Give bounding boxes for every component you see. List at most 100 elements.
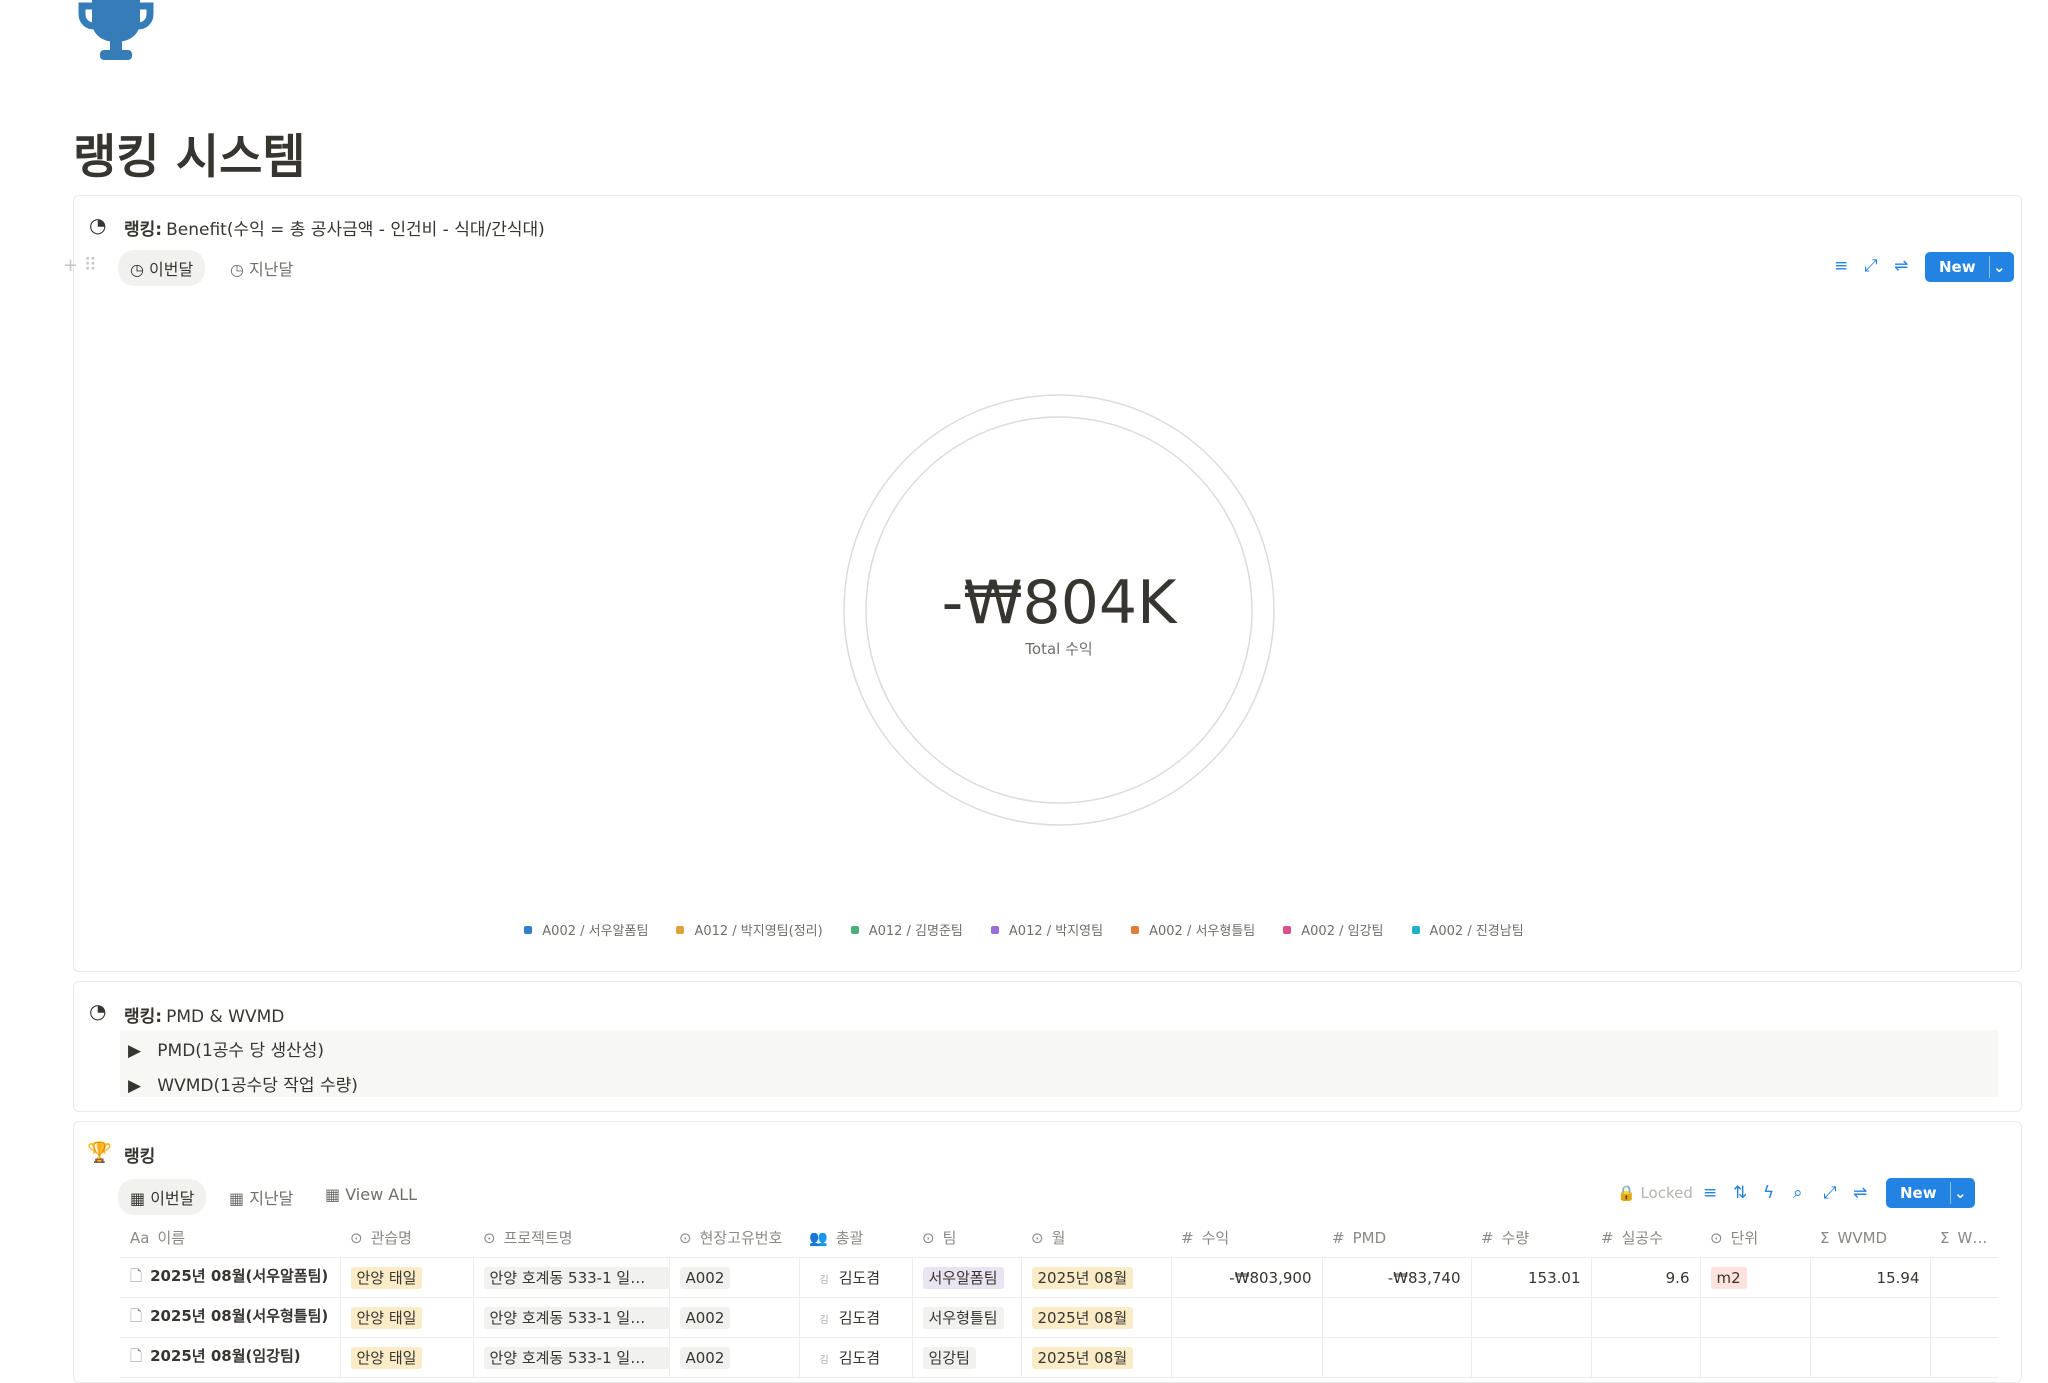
team-tag: 서우형틀팀 (922, 1307, 1004, 1329)
column-header: Σ WVMD (1810, 1218, 1930, 1258)
tab[interactable]: ▦ View ALL (325, 1185, 418, 1204)
toggle[interactable]: ▶ WVMD(1공수당 작업 수량) (128, 1076, 358, 1096)
chart-icon: ◔ (89, 999, 107, 1023)
column-label: 관습명 (370, 1229, 412, 1247)
table-cell: A002 (669, 1297, 800, 1338)
column-icon: # (1481, 1229, 1494, 1247)
table-cell (1322, 1337, 1472, 1378)
legend-swatch (990, 926, 999, 934)
trophy-small: 🏆 (87, 1140, 112, 1164)
column-label: 월 (1051, 1229, 1066, 1247)
pmd-header: 랭킹: PMD & WVMD (124, 1002, 284, 1027)
tab[interactable]: ◷ 이번달 (118, 250, 206, 286)
column-icon: ⊙ (922, 1229, 935, 1247)
table-cell: 🗋 2025년 08월(서우알폼팀) (120, 1257, 341, 1298)
ranking-table: Aa 이름 ⊙ 관습명 ⊙ 프로젝트명 ⊙ 현장고유번호 👥 총괄 ⊙ 팀 ⊙ 월 # 수익 # PMD # 수량 # 실… (120, 1218, 1998, 1378)
column-label: PMD (1352, 1228, 1387, 1247)
table-cell: 🗋 2025년 08월(임강팀) (120, 1337, 341, 1378)
table-cell: 2025년 08월 (1021, 1297, 1172, 1338)
new-label: New (1900, 1184, 1937, 1202)
tab[interactable]: ◷ 지난달 (230, 260, 294, 279)
pmd-block (73, 981, 2022, 1112)
column-label: 팀 (942, 1229, 957, 1247)
legend-label: A012 / 김명준팀 (868, 924, 963, 939)
locked-indicator[interactable]: 🔒 Locked (1617, 1184, 1693, 1202)
total-label: Total 수익 (1025, 640, 1093, 658)
column-header: Aa 이름 (120, 1218, 340, 1258)
tab-label: 이번달 (149, 260, 194, 279)
tab-label: 지난달 (249, 1189, 294, 1208)
table-cell (1591, 1297, 1701, 1338)
column-label: 총괄 (835, 1229, 864, 1247)
tab-label: 이번달 (150, 1189, 195, 1208)
table-cell (1471, 1337, 1592, 1378)
table-cell: 안양 호계동 533-1 일원 ... (473, 1297, 670, 1338)
column-icon: ⊙ (483, 1229, 496, 1247)
row-name: 2025년 08월(임강팀) (150, 1346, 301, 1365)
project-tag: 안양 호계동 533-1 일원 ... (483, 1267, 668, 1289)
table-cell: -₩83,740 (1322, 1257, 1472, 1298)
column-icon: Σ (1940, 1228, 1950, 1247)
column-label: 수량 (1501, 1229, 1530, 1247)
legend-label: A002 / 진경남팀 (1429, 924, 1524, 939)
sort-icon[interactable]: ⇅ (1733, 1183, 1748, 1203)
column-icon: ⊙ (1031, 1229, 1044, 1247)
legend-swatch (524, 926, 533, 934)
expand-icon[interactable]: ⤢ (1864, 256, 1878, 276)
block-title: PMD & WVMD (166, 1007, 285, 1027)
table-cell: A002 (669, 1257, 800, 1298)
column-header: ⊙ 팀 (912, 1218, 1021, 1258)
table-cell: A002 (669, 1337, 800, 1378)
project-tag: 안양 호계동 533-1 일원 ... (483, 1347, 668, 1369)
column-header: # 실공수 (1591, 1218, 1700, 1258)
column-header: ⊙ 월 (1021, 1218, 1171, 1258)
chart-icon: ◔ (89, 213, 107, 237)
unit-tag: m2 (1710, 1266, 1747, 1289)
filter-icon[interactable]: ≡ (1703, 1183, 1718, 1203)
table-cell: 153.01 (1471, 1257, 1592, 1298)
toggle[interactable]: ▶ PMD(1공수 당 생산성) (128, 1041, 325, 1061)
automation-icon[interactable]: ϟ (1763, 1183, 1775, 1203)
expand-icon[interactable]: ⤢ (1823, 1183, 1837, 1203)
tab[interactable]: ▦ 이번달 (118, 1179, 207, 1215)
page-icon: 🗋 (130, 1346, 143, 1365)
column-icon: 👥 (809, 1229, 828, 1247)
row-name: 2025년 08월(서우알폼팀) (150, 1266, 329, 1285)
column-label: 프로젝트명 (503, 1229, 573, 1247)
project-tag: 안양 호계동 533-1 일원 ... (483, 1307, 668, 1329)
locked-label: Locked (1640, 1184, 1693, 1202)
site-tag: A002 (679, 1306, 731, 1329)
manager-name: 김도겸 (838, 1349, 881, 1367)
legend-item: A002 / 진경남팀 (1411, 920, 1524, 939)
month-tag: 2025년 08월 (1031, 1267, 1134, 1289)
legend-swatch (1411, 926, 1420, 934)
table-row: 🗋 2025년 08월(임강팀) 안양 태일 안양 호계동 533-1 일원 ... A… (120, 1337, 1998, 1378)
column-label: 수익 (1201, 1229, 1230, 1247)
table-cell (1700, 1337, 1811, 1378)
search-icon[interactable]: ⌕ (1793, 1183, 1803, 1203)
table-cell: 15.94 (1810, 1257, 1931, 1298)
new-button[interactable]: New ⌄ (1925, 252, 2014, 282)
table-row: 🗋 2025년 08월(서우형틀팀) 안양 태일 안양 호계동 533-1 일원 ..… (120, 1297, 1998, 1338)
legend-label: A002 / 서우형틀팀 (1149, 924, 1256, 939)
drag-handle[interactable]: + ⠿ (63, 255, 97, 276)
table-row: 🗋 2025년 08월(서우알폼팀) 안양 태일 안양 호계동 533-1 일원 ..… (120, 1257, 1998, 1298)
legend-swatch (850, 926, 859, 934)
legend-item: A002 / 서우형틀팀 (1131, 920, 1255, 939)
column-header: 👥 총괄 (799, 1218, 912, 1258)
settings-icon[interactable]: ⇌ (1853, 1183, 1868, 1203)
tab[interactable]: ▦ 지난달 (229, 1189, 294, 1208)
table-cell: 임강팀 (912, 1337, 1022, 1378)
column-label: 현장고유번호 (699, 1229, 783, 1247)
settings-icon[interactable]: ⇌ (1894, 256, 1909, 276)
table-cell (1591, 1337, 1701, 1378)
new-button[interactable]: New ⌄ (1886, 1178, 1975, 1208)
team-tag: 서우알폼팀 (922, 1267, 1004, 1289)
filter-icon[interactable]: ≡ (1834, 256, 1849, 276)
table-cell (1700, 1297, 1811, 1338)
table-cell: 9.6 (1591, 1257, 1701, 1298)
table-cell (1471, 1297, 1592, 1338)
new-label: New (1939, 258, 1976, 276)
